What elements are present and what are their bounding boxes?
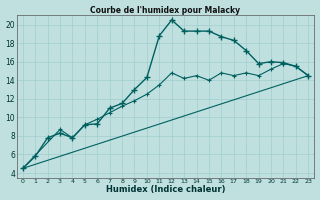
Title: Courbe de l'humidex pour Malacky: Courbe de l'humidex pour Malacky bbox=[91, 6, 241, 15]
X-axis label: Humidex (Indice chaleur): Humidex (Indice chaleur) bbox=[106, 185, 225, 194]
